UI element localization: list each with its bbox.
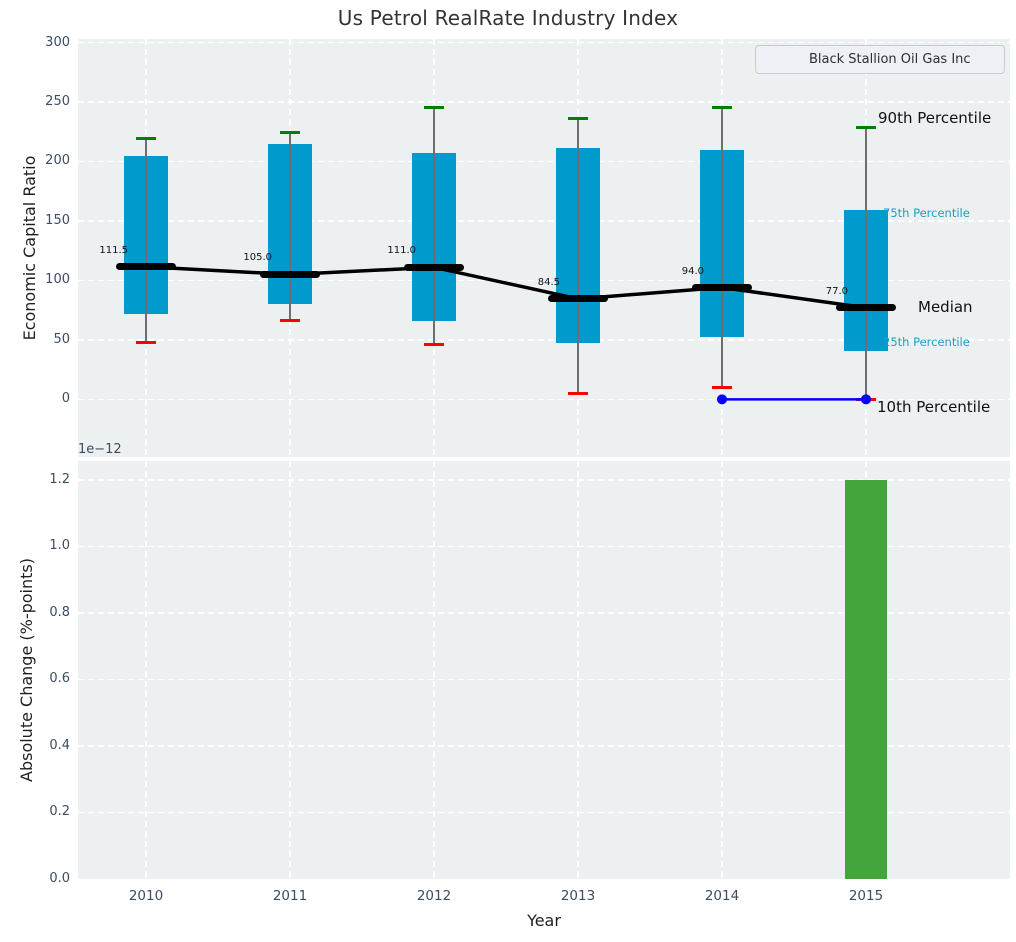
whisker-2015 <box>865 127 867 400</box>
axis-offset-label: 1e−12 <box>78 442 122 457</box>
gridline-h <box>78 745 1010 747</box>
bottom-y-tick-label: 0.0 <box>49 871 70 886</box>
median-value-label-2010: 111.5 <box>99 244 128 256</box>
p90-cap-2013 <box>568 117 588 121</box>
annotation-10th-percentile: 10th Percentile <box>877 398 991 416</box>
median-segment-2015 <box>836 304 896 312</box>
top-y-tick-label: 50 <box>53 331 70 347</box>
median-segment-2013 <box>548 295 608 303</box>
bottom-y-tick-label: 1.2 <box>49 471 70 487</box>
whisker-2011 <box>289 132 291 321</box>
company-line-marker <box>717 394 727 405</box>
p90-cap-2015 <box>856 125 876 129</box>
p90-cap-2011 <box>280 131 300 135</box>
median-value-label-2013: 84.5 <box>537 276 560 288</box>
gridline-v <box>577 461 579 879</box>
change-bar-2015 <box>845 479 887 879</box>
annotation-90th-percentile: 90th Percentile <box>878 109 992 127</box>
top-y-tick-label: 150 <box>45 212 70 228</box>
median-value-label-2012: 111.0 <box>387 245 416 257</box>
gridline-v <box>289 461 291 879</box>
p90-cap-2010 <box>136 137 156 141</box>
top-y-tick-label: 0 <box>61 391 70 407</box>
chart-title: Us Petrol RealRate Industry Index <box>337 6 679 30</box>
gridline-h <box>78 678 1010 681</box>
p10-cap-2013 <box>568 391 588 395</box>
bottom-y-tick-label: 0.2 <box>49 804 70 820</box>
x-tick-label: 2015 <box>848 888 884 904</box>
p90-cap-2012 <box>424 106 444 110</box>
annotation-75th-percentile: 75th Percentile <box>883 206 970 220</box>
gridline-h <box>78 612 1010 614</box>
gridline-h <box>78 479 1010 481</box>
gridline-h <box>78 811 1010 814</box>
bottom-y-tick-label: 0.6 <box>49 671 70 687</box>
median-segment-2012 <box>404 263 464 271</box>
annotation-25th-percentile: 25th Percentile <box>883 335 970 349</box>
top-y-tick-label: 300 <box>45 34 70 50</box>
gridline-h <box>78 279 1010 282</box>
whisker-2012 <box>433 107 435 345</box>
gridline-h <box>78 220 1010 222</box>
p10-cap-2011 <box>280 319 300 323</box>
median-segment-2010 <box>116 263 176 271</box>
legend: Black Stallion Oil Gas Inc <box>755 45 1005 74</box>
gridline-h <box>78 545 1010 548</box>
gridline-h <box>78 339 1010 341</box>
gridline-v <box>433 461 435 879</box>
gridline-h <box>78 398 1010 401</box>
gridline-h <box>78 160 1010 163</box>
median-segment-2011 <box>260 270 320 278</box>
company-line-marker <box>861 394 871 405</box>
x-tick-label: 2012 <box>416 888 452 904</box>
bottom-y-tick-label: 0.4 <box>49 737 70 753</box>
median-value-label-2011: 105.0 <box>243 252 272 264</box>
bottom-y-tick-label: 1.0 <box>49 538 70 554</box>
whisker-2013 <box>577 118 579 394</box>
legend-entry-label: Black Stallion Oil Gas Inc <box>809 52 971 67</box>
bottom-plot-area <box>78 461 1010 879</box>
median-value-label-2015: 77.0 <box>825 285 848 297</box>
annotation-median: Median <box>918 298 973 316</box>
gridline-v <box>145 461 147 879</box>
x-tick-label: 2013 <box>560 888 596 904</box>
x-tick-label: 2010 <box>128 888 164 904</box>
whisker-2010 <box>145 138 147 343</box>
top-y-tick-label: 250 <box>45 94 70 110</box>
p90-cap-2014 <box>712 106 732 110</box>
top-y-tick-label: 100 <box>45 272 70 288</box>
whisker-2014 <box>721 107 723 388</box>
gridline-h <box>78 101 1010 103</box>
p10-cap-2014 <box>712 385 732 389</box>
median-value-label-2014: 94.0 <box>681 265 704 277</box>
gridline-h <box>78 41 1010 44</box>
top-plot-area: 111.5 105.0 111.0 84.5 94.0 77.0 <box>78 39 1010 457</box>
top-y-tick-label: 200 <box>45 153 70 169</box>
median-and-company-lines <box>145 264 871 405</box>
gridline-v <box>721 461 723 879</box>
x-axis-label: Year <box>527 911 561 930</box>
x-tick-label: 2014 <box>704 888 740 904</box>
x-tick-label: 2011 <box>272 888 308 904</box>
bottom-y-tick-label: 0.8 <box>49 604 70 620</box>
legend-line-sample-icon <box>766 58 799 61</box>
p10-cap-2010 <box>136 340 156 344</box>
median-segment-2014 <box>692 284 752 292</box>
p10-cap-2012 <box>424 343 444 347</box>
